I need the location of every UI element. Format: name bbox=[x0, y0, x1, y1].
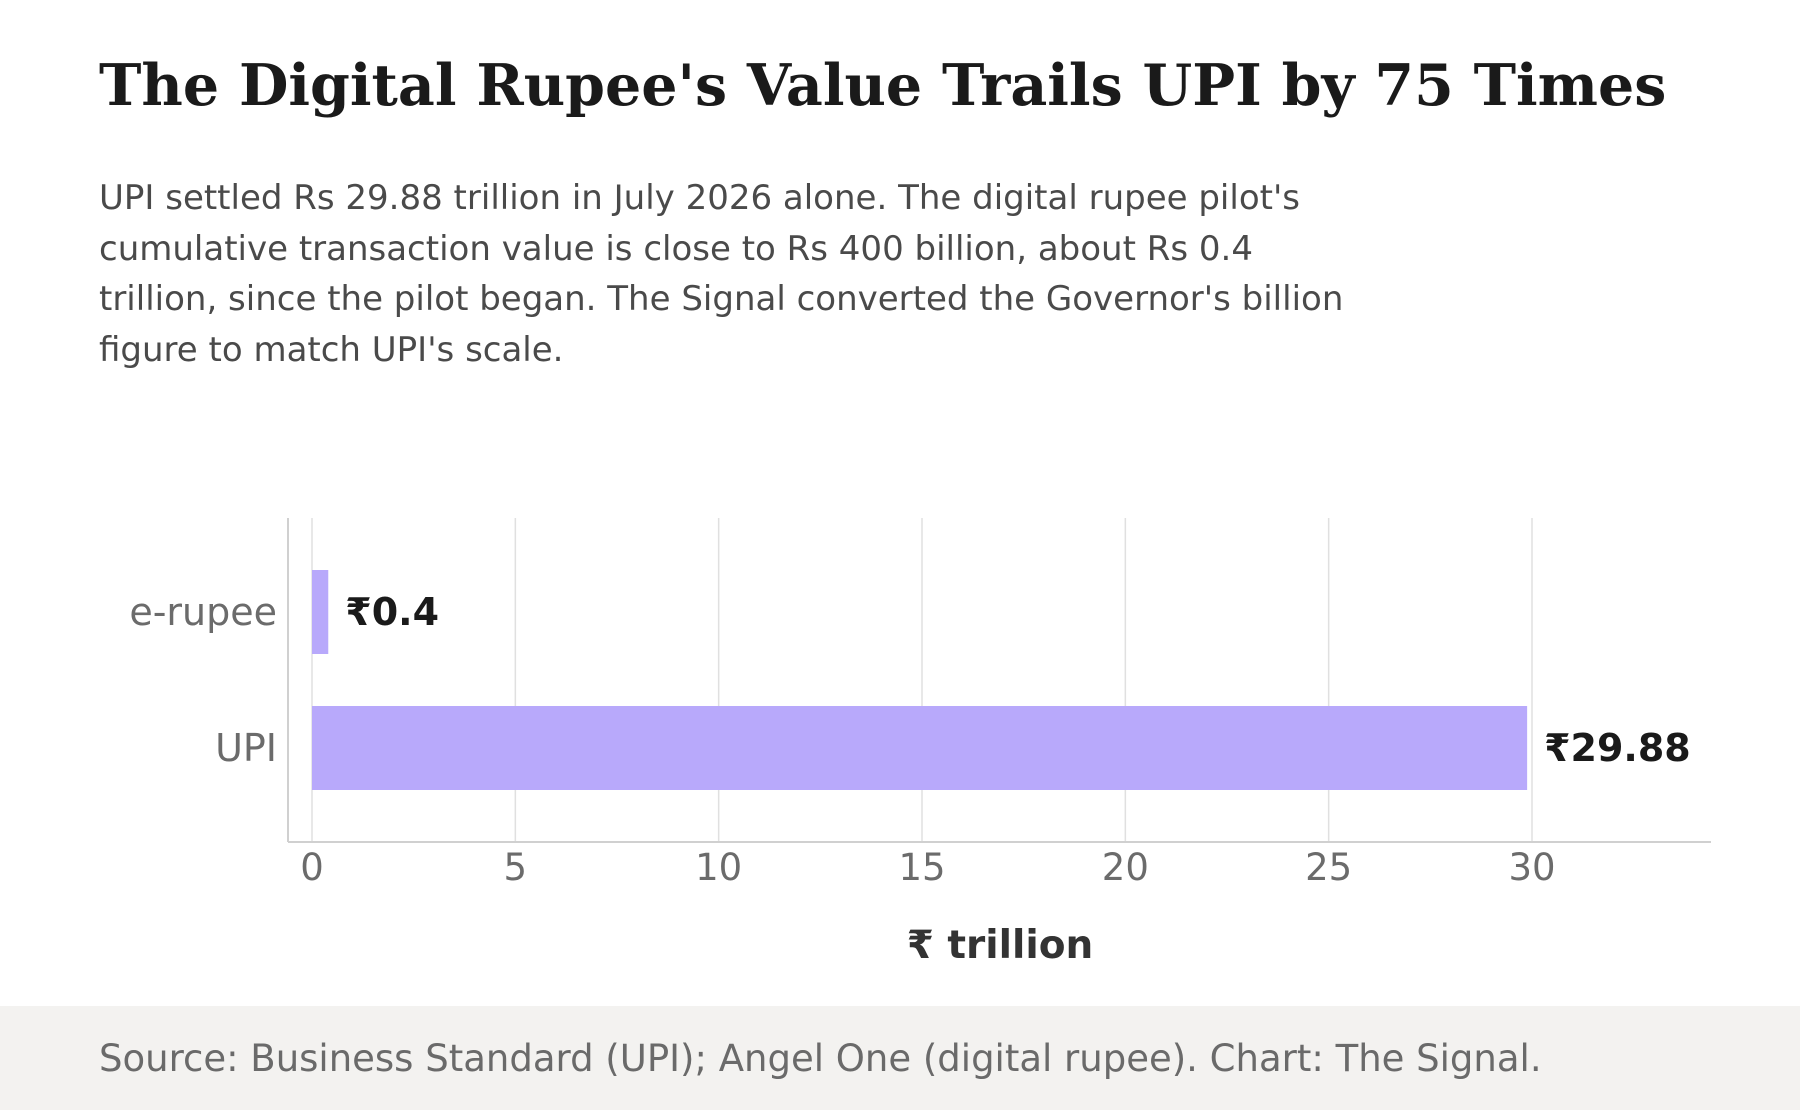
chart-title: The Digital Rupee's Value Trails UPI by … bbox=[99, 52, 1667, 119]
x-tick-label: 10 bbox=[695, 846, 742, 889]
bar-chart: ₹0.4 ₹29.88 e-rupee UPI 0 5 10 15 20 25 30 ₹ tri… bbox=[129, 518, 1711, 968]
bar bbox=[312, 570, 329, 654]
x-tick-label: 20 bbox=[1102, 846, 1149, 889]
value-labels: ₹0.4 ₹29.88 bbox=[345, 590, 1690, 770]
x-tick-label: 30 bbox=[1508, 846, 1555, 889]
value-label: ₹29.88 bbox=[1544, 726, 1691, 770]
x-tick-label: 5 bbox=[504, 846, 528, 889]
source-note: Source: Business Standard (UPI); Angel O… bbox=[99, 1037, 1542, 1080]
gridlines bbox=[311, 518, 1533, 842]
x-tick-labels: 0 5 10 15 20 25 30 bbox=[300, 846, 1555, 889]
footer: Source: Business Standard (UPI); Angel O… bbox=[0, 1006, 1800, 1110]
x-tick-label: 0 bbox=[300, 846, 324, 889]
chart-subtitle: UPI settled Rs 29.88 trillion in July 20… bbox=[99, 178, 1344, 370]
category-label: e-rupee bbox=[129, 590, 277, 634]
x-tick-label: 25 bbox=[1305, 846, 1352, 889]
category-label: UPI bbox=[215, 726, 277, 770]
x-axis-label: ₹ trillion bbox=[907, 923, 1094, 968]
category-labels: e-rupee UPI bbox=[129, 590, 277, 770]
value-label: ₹0.4 bbox=[345, 590, 439, 634]
bar bbox=[312, 706, 1528, 790]
x-tick-label: 15 bbox=[898, 846, 945, 889]
bars bbox=[312, 570, 1528, 790]
